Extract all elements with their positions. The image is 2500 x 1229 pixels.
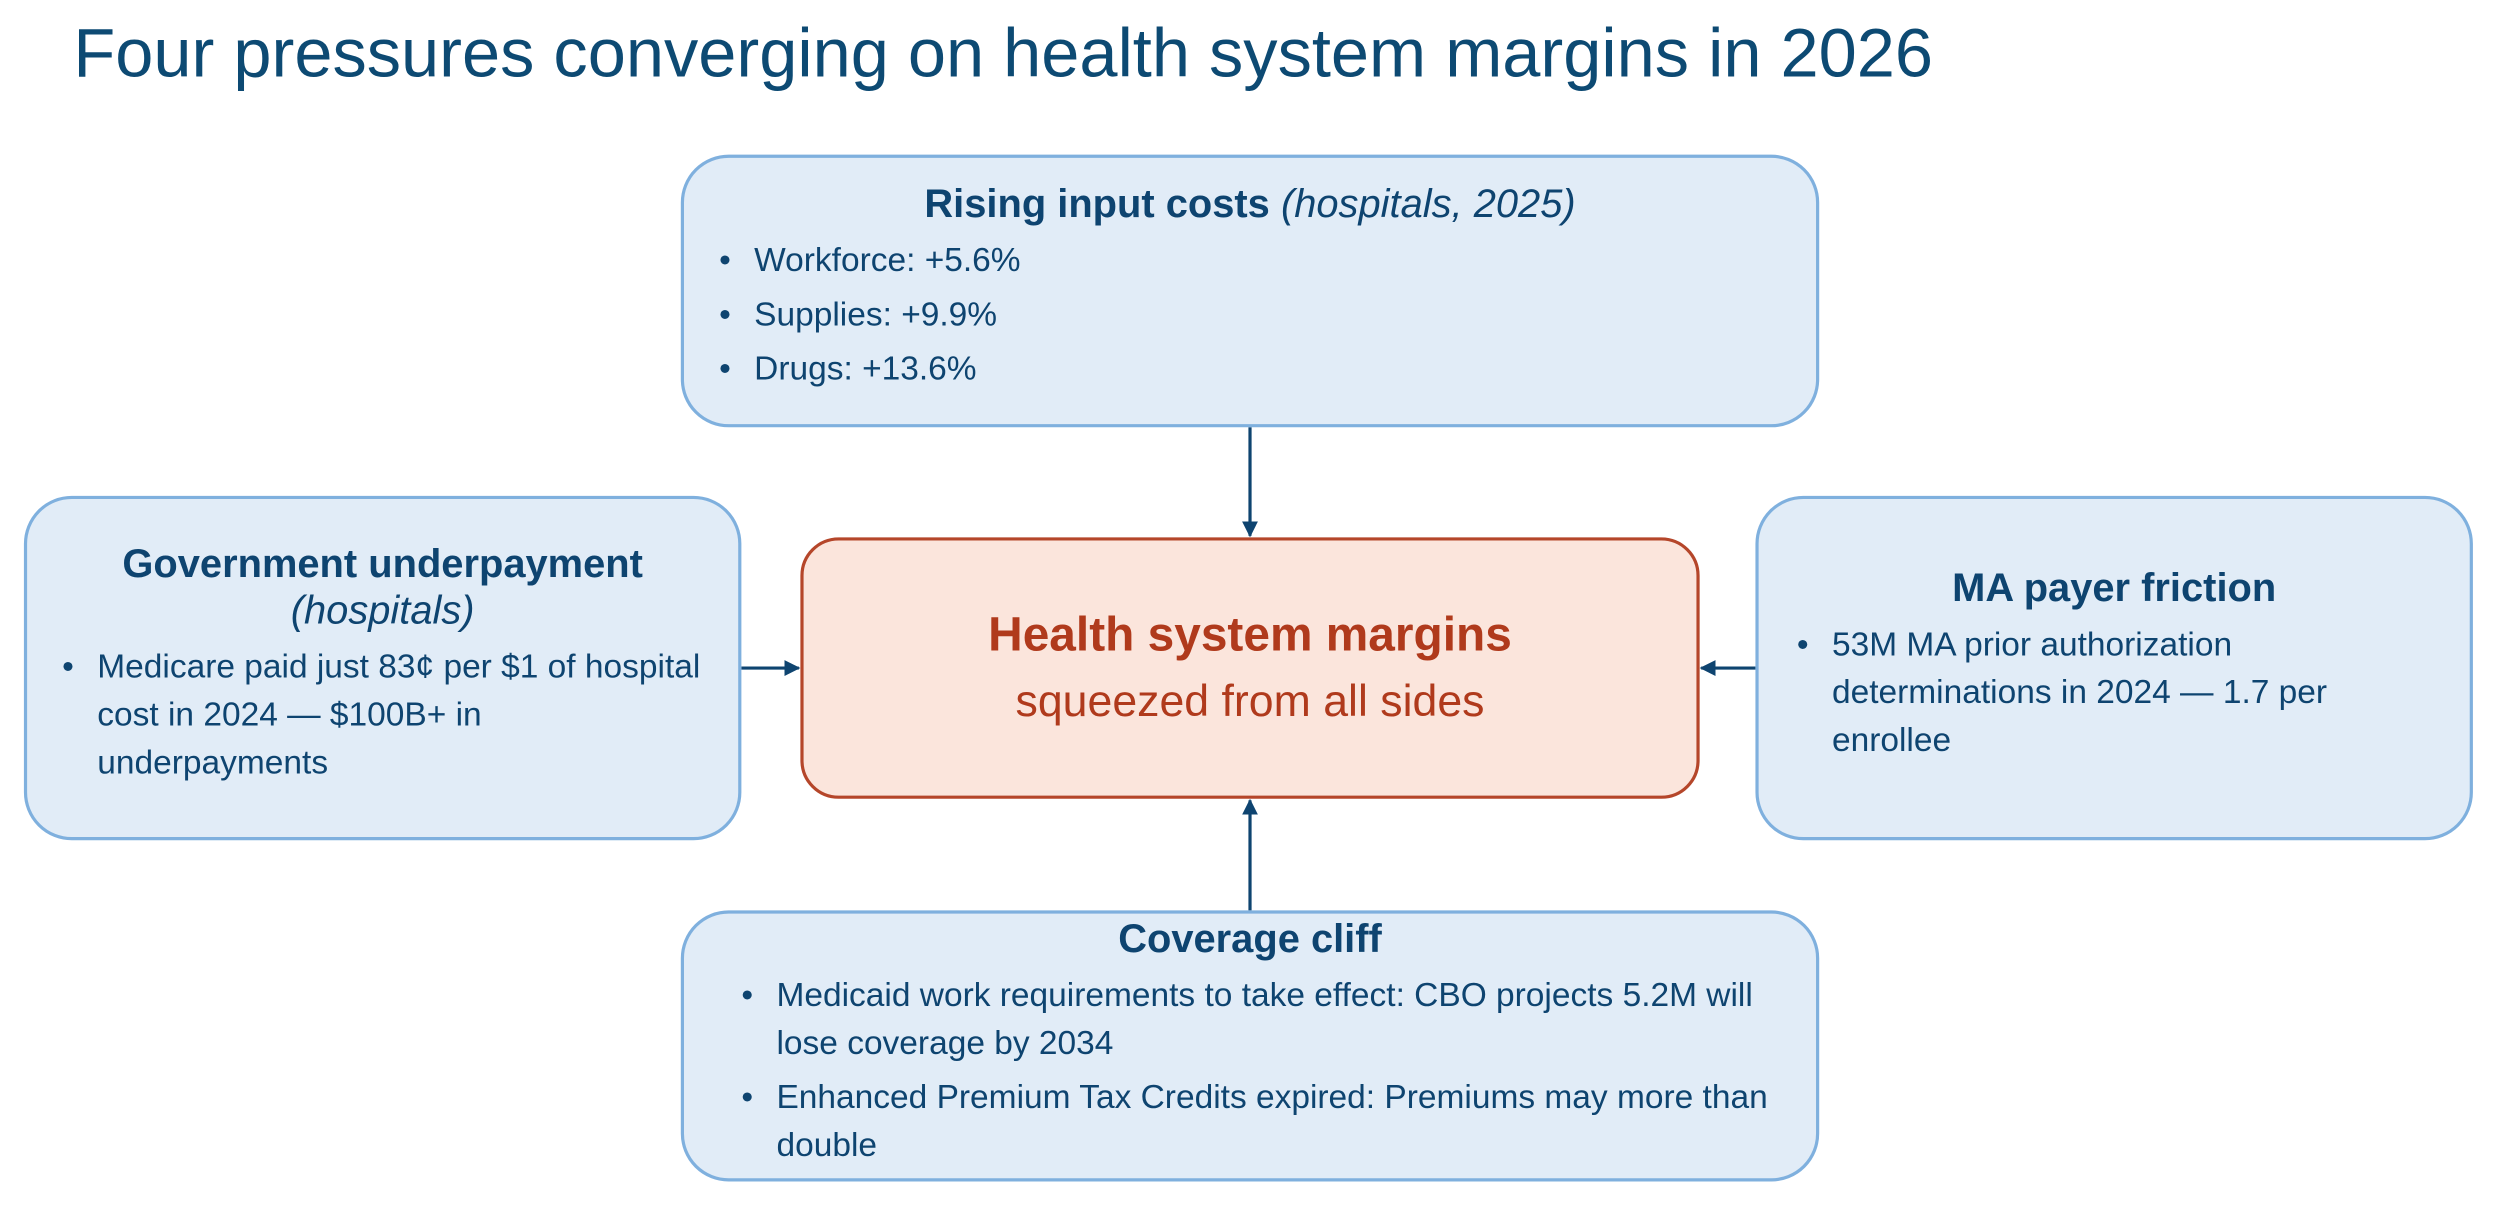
node-title: Government underpayment (hospitals)	[56, 542, 710, 634]
node-title-text: Government underpayment	[122, 542, 643, 587]
node-title-text: Coverage cliff	[1118, 915, 1382, 961]
bullet-list: 53M MA prior authorization determination…	[1787, 621, 2441, 771]
node-subtitle: (hospitals, 2025)	[1280, 181, 1576, 227]
node-box: Rising input costs (hospitals, 2025) Work…	[680, 154, 1820, 428]
node-subtitle: (hospitals)	[290, 588, 475, 633]
bullet: 53M MA prior authorization determination…	[1797, 621, 2441, 764]
bullet-list: Medicare paid just 83¢ per $1 of hospita…	[56, 644, 710, 794]
node-box: MA payer friction 53M MA prior authorizat…	[1755, 495, 2473, 841]
node-title-text: Rising input costs	[924, 181, 1270, 227]
bullet: Medicare paid just 83¢ per $1 of hospita…	[62, 644, 709, 787]
node-box: Government underpayment (hospitals) Medic…	[23, 495, 742, 841]
bullet: Medicaid work requirements to take effec…	[741, 972, 1787, 1068]
center-node: Health system margins squeezed from all …	[800, 537, 1700, 799]
bullet-list: Medicaid work requirements to take effec…	[713, 972, 1788, 1176]
bullet: Supplies: +9.9%	[719, 292, 1787, 340]
bullet: Workforce: +5.6%	[719, 238, 1787, 286]
page-title: Four pressures converging on health syst…	[73, 15, 1934, 93]
node-title-text: MA payer friction	[1952, 565, 2277, 610]
bullet: Drugs: +13.6%	[719, 346, 1787, 394]
bullet: Enhanced Premium Tax Credits expired: Pr…	[741, 1074, 1787, 1170]
bullet-list: Workforce: +5.6% Supplies: +9.9% Drugs: +1…	[713, 238, 1788, 401]
center-subtitle: squeezed from all sides	[1015, 676, 1485, 726]
center-title: Health system margins	[988, 609, 1512, 662]
node-title: Coverage cliff	[713, 916, 1788, 962]
node-title: MA payer friction	[1787, 565, 2441, 611]
node-box: Coverage cliff Medicaid work requirements…	[680, 910, 1820, 1182]
node-title: Rising input costs (hospitals, 2025)	[713, 182, 1788, 228]
